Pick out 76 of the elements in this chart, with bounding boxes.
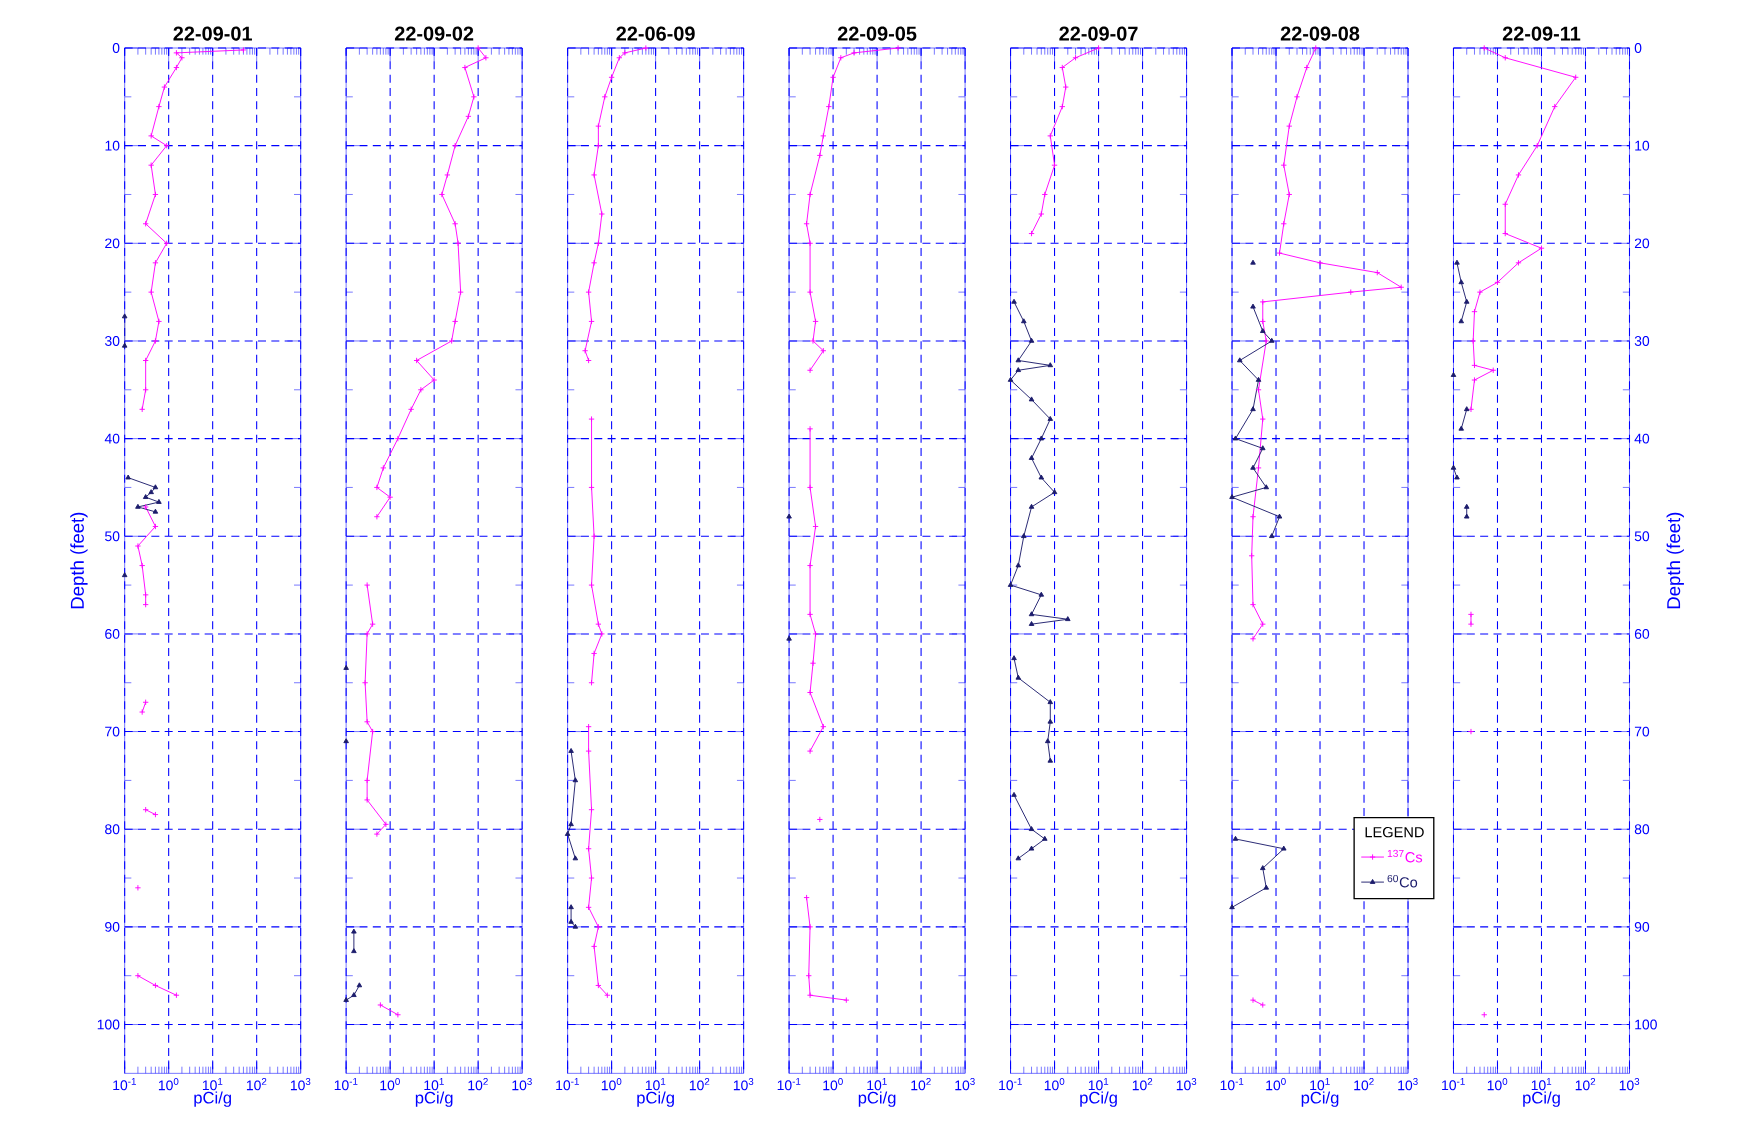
x-tick-label: 10$^{2}$	[468, 1078, 488, 1091]
x-tick-label: 10$^{1}$	[1310, 1078, 1330, 1091]
chart-title: 22-09-05	[837, 26, 917, 41]
x-axis-title: pCi/g	[1301, 1091, 1339, 1107]
x-tick-label: 10$^{1}$	[867, 1078, 887, 1091]
x-tick-label: 10$^{-1}$	[1220, 1078, 1244, 1091]
x-tick-label: 10$^{2}$	[1354, 1078, 1374, 1091]
x-tick-label: 10$^{-1}$	[1442, 1078, 1465, 1091]
x-tick-label: 10$^{1}$	[1088, 1078, 1109, 1091]
x-axis-title: pCi/g	[415, 1091, 453, 1107]
chart-title: 22-09-02	[394, 26, 474, 41]
legend-label: $^{137}$Cs	[1387, 849, 1423, 863]
x-tick-label: 10$^{-1}$	[556, 1078, 579, 1091]
x-tick-label: 10$^{3}$	[512, 1078, 532, 1091]
y2-tick-label: 90	[1634, 921, 1650, 932]
x-tick-label: 10$^{-1}$	[113, 1078, 136, 1091]
x-axis-title: pCi/g	[1523, 1091, 1560, 1107]
x-tick-label: 10$^{-1}$	[334, 1078, 358, 1091]
x-tick-label: 10$^{3}$	[733, 1078, 754, 1091]
y-tick-label: 100	[97, 1019, 120, 1030]
y-tick-label: 70	[105, 726, 120, 737]
x-tick-label: 10$^{3}$	[1398, 1078, 1418, 1091]
y2-tick-label: 0	[1634, 43, 1642, 53]
y-tick-label: 20	[105, 238, 120, 249]
x-tick-label: 10$^{0}$	[1487, 1078, 1508, 1091]
y2-tick-label: 80	[1634, 824, 1650, 835]
legend-title: LEGEND	[1365, 827, 1424, 838]
x-tick-label: 10$^{-1}$	[999, 1078, 1022, 1091]
y-tick-label: 50	[105, 531, 120, 542]
x-axis-title: pCi/g	[858, 1091, 896, 1107]
y-tick-label: 60	[105, 628, 120, 639]
chart-title: 22-09-01	[173, 26, 252, 41]
x-tick-label: 10$^{-1}$	[777, 1078, 801, 1091]
x-tick-label: 10$^{2}$	[911, 1078, 931, 1091]
chart-title: 22-09-07	[1059, 26, 1138, 41]
x-axis-title: pCi/g	[194, 1091, 231, 1107]
y-tick-label: 0	[112, 43, 120, 53]
y-tick-label: 30	[104, 336, 120, 346]
y-tick-label: 80	[105, 824, 120, 835]
x-tick-label: 10$^{3}$	[955, 1078, 975, 1091]
y-tick-label: 90	[105, 921, 120, 932]
y-tick-label: 40	[104, 433, 120, 444]
x-tick-label: 10$^{1}$	[645, 1078, 666, 1091]
y2-tick-label: 60	[1634, 628, 1650, 639]
x-tick-label: 10$^{2}$	[1132, 1078, 1153, 1091]
x-axis-title: pCi/g	[1080, 1091, 1117, 1107]
legend-label: $^{60}$Co	[1387, 874, 1418, 888]
x-tick-label: 10$^{0}$	[380, 1078, 400, 1091]
y2-tick-label: 30	[1634, 336, 1650, 346]
y-tick-label: 10	[105, 140, 120, 151]
x-tick-label: 10$^{3}$	[290, 1078, 311, 1091]
x-tick-label: 10$^{1}$	[424, 1078, 444, 1091]
chart-title: 22-09-08	[1280, 26, 1360, 41]
x-tick-label: 10$^{0}$	[823, 1078, 843, 1091]
y2-tick-label: 10	[1635, 140, 1650, 151]
x-tick-label: 10$^{1}$	[1531, 1078, 1552, 1091]
y2-axis-title: Depth (feet)	[1666, 512, 1684, 609]
x-tick-label: 10$^{2}$	[1575, 1078, 1596, 1091]
x-tick-label: 10$^{1}$	[202, 1078, 223, 1091]
x-tick-label: 10$^{3}$	[1619, 1078, 1640, 1091]
x-tick-label: 10$^{2}$	[689, 1078, 710, 1091]
chart-title: 22-06-09	[616, 26, 695, 41]
x-tick-label: 10$^{0}$	[601, 1078, 622, 1091]
y-axis-title: Depth (feet)	[70, 512, 88, 609]
y2-tick-label: 70	[1634, 726, 1650, 737]
x-tick-label: 10$^{0}$	[158, 1078, 179, 1091]
y2-tick-label: 50	[1634, 531, 1650, 542]
x-tick-label: 10$^{0}$	[1266, 1078, 1286, 1091]
x-tick-label: 10$^{3}$	[1176, 1078, 1197, 1091]
y2-tick-label: 100	[1635, 1019, 1657, 1030]
x-tick-label: 10$^{0}$	[1044, 1078, 1065, 1091]
x-tick-label: 10$^{2}$	[246, 1078, 267, 1091]
y2-tick-label: 20	[1634, 238, 1650, 249]
x-axis-title: pCi/g	[637, 1091, 674, 1107]
chart-title: 22-09-11	[1502, 26, 1581, 41]
y2-tick-label: 40	[1634, 433, 1650, 444]
